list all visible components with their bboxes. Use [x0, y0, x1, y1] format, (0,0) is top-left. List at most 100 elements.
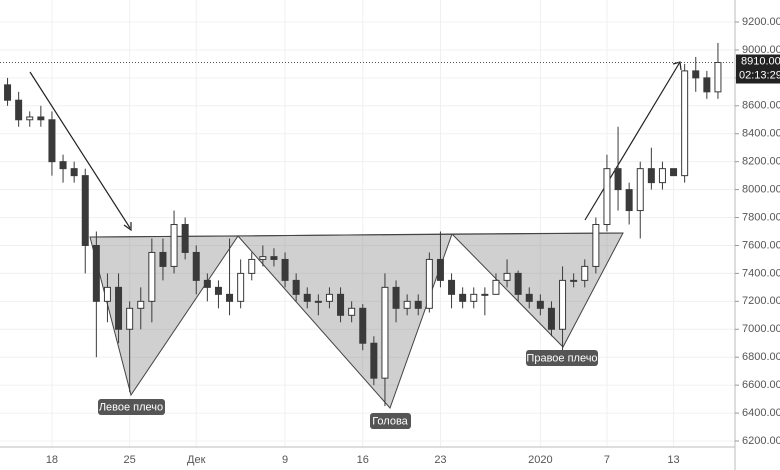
candle-body — [314, 300, 322, 303]
candle-body — [714, 62, 722, 93]
candle-body — [248, 258, 256, 274]
y-tick-label: 7800.00 — [742, 211, 780, 223]
candle-body — [181, 224, 189, 253]
candle-body — [381, 286, 389, 379]
candle-body — [26, 116, 34, 121]
x-tick-label: 25 — [124, 454, 136, 466]
grid — [0, 0, 735, 447]
y-tick-label: 6400.00 — [742, 407, 780, 419]
candle-body — [514, 272, 522, 295]
candle-body — [392, 286, 400, 309]
y-tick-label: 7200.00 — [742, 295, 780, 307]
y-tick-label: 8000.00 — [742, 184, 780, 196]
candle-body — [503, 272, 511, 281]
y-tick-label: 8200.00 — [742, 156, 780, 168]
candle-body — [292, 279, 300, 295]
candle-body — [448, 279, 456, 295]
candle-body — [403, 300, 411, 309]
candle-body — [570, 279, 578, 282]
candle-body — [425, 258, 433, 309]
candle-body — [59, 161, 67, 170]
y-tick-label: 6600.00 — [742, 379, 780, 391]
annotation: Левое плечо — [99, 401, 163, 413]
head-triangle — [236, 233, 453, 409]
candle-body — [614, 168, 622, 191]
candle-body — [214, 286, 222, 295]
candles — [4, 42, 722, 407]
candle-body — [81, 175, 89, 246]
candle-body — [547, 307, 555, 330]
candle-body — [148, 251, 156, 302]
candle-body — [658, 168, 666, 184]
y-tick-label: 6800.00 — [742, 351, 780, 363]
x-tick-label: 16 — [357, 454, 369, 466]
axes: 6200.00 6400.00 6600.00 6800.00 7000.00 7200.… — [0, 16, 780, 466]
y-tick-label: 8600.00 — [742, 100, 780, 112]
candle-body — [337, 293, 345, 316]
candle-body — [303, 293, 311, 302]
arrow-head — [672, 61, 682, 71]
candle-body — [126, 307, 134, 330]
candle-body — [203, 279, 211, 288]
x-tick-label: 2020 — [528, 454, 552, 466]
candle-body — [48, 119, 56, 163]
candle-body — [237, 272, 245, 302]
candle-body — [348, 307, 356, 316]
candle-body — [436, 258, 444, 281]
x-tick-label: 9 — [282, 454, 288, 466]
y-tick-label: 7400.00 — [742, 267, 780, 279]
y-tick-label: 8400.00 — [742, 128, 780, 140]
candle-body — [226, 293, 234, 302]
countdown: 02:13:29 — [739, 69, 780, 81]
candle-body — [270, 256, 278, 260]
candle-body — [647, 168, 655, 184]
annotation: Голова — [372, 415, 408, 427]
candle-body — [281, 258, 289, 281]
candle-body — [592, 224, 600, 267]
x-tick-label: 18 — [46, 454, 58, 466]
candle-body — [159, 251, 167, 267]
annotation-box — [370, 413, 411, 429]
candle-body — [370, 342, 378, 379]
candle-body — [536, 300, 544, 309]
neckline — [89, 232, 624, 238]
candle-body — [603, 168, 611, 226]
candle-body — [559, 279, 567, 330]
annotation-box — [98, 399, 165, 415]
candle-body — [4, 84, 12, 101]
candle-body — [70, 168, 78, 177]
x-tick-label: 23 — [434, 454, 446, 466]
pattern — [29, 61, 682, 409]
y-tick-label: 9200.00 — [742, 16, 780, 28]
candle-body — [470, 293, 478, 302]
candle-body — [192, 251, 200, 281]
arrow — [584, 61, 681, 221]
candle-body — [492, 279, 500, 295]
candle-body — [692, 70, 700, 79]
candle-body — [581, 265, 589, 281]
annotation: Правое плечо — [526, 352, 597, 364]
y-tick-label: 7600.00 — [742, 239, 780, 251]
candle-body — [703, 77, 711, 93]
candle-body — [670, 168, 678, 177]
last-price-box — [736, 54, 780, 84]
candle-body — [636, 168, 644, 212]
candle-body — [414, 300, 422, 309]
arrow-head — [123, 222, 132, 232]
candle-body — [115, 286, 123, 330]
last-price-label: 8910.00 — [741, 55, 780, 67]
y-tick-label: 7000.00 — [742, 323, 780, 335]
x-tick-label: 7 — [604, 454, 610, 466]
candle-body — [15, 99, 23, 121]
arrow — [29, 71, 131, 229]
candle-body — [625, 189, 633, 212]
annotation-box — [526, 350, 598, 366]
candle-body — [359, 307, 367, 344]
candle-body — [525, 293, 533, 302]
x-tick-label: 13 — [667, 454, 679, 466]
y-tick-label: 6200.00 — [742, 435, 780, 447]
candle-body — [37, 116, 45, 121]
candle-body — [103, 286, 111, 302]
y-tick-label: 9000.00 — [742, 44, 780, 56]
